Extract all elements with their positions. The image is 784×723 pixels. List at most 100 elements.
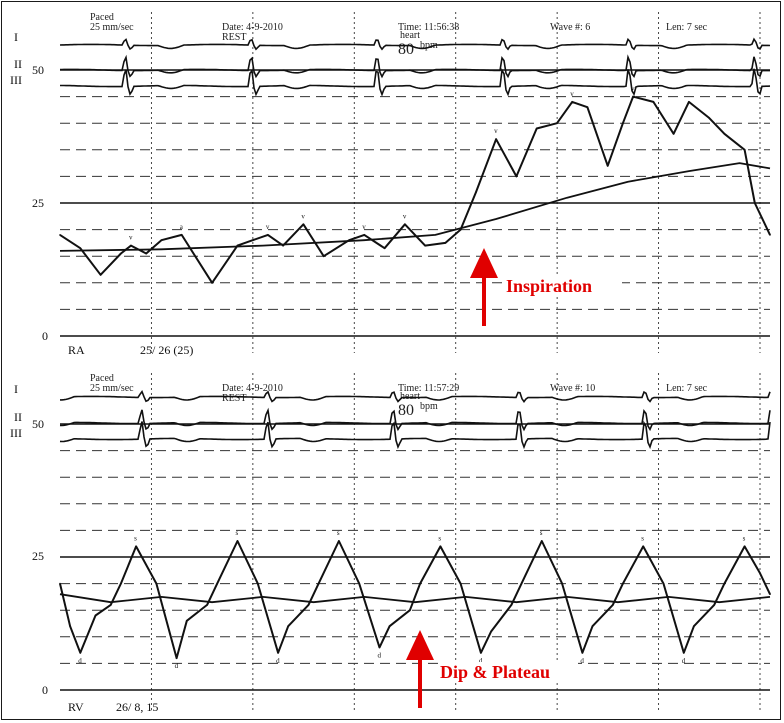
trace-point xyxy=(236,540,239,542)
trace-point xyxy=(652,101,655,103)
trace-point xyxy=(160,239,163,241)
peak-label: v xyxy=(301,212,305,220)
header-rest: REST xyxy=(222,32,246,43)
trace-point xyxy=(94,614,97,617)
lead-label-I: I xyxy=(14,382,18,396)
trace-point xyxy=(444,242,447,244)
trace-point xyxy=(475,191,477,194)
scale-label-25: 25 xyxy=(32,549,44,563)
annotation-arrow-shaft xyxy=(418,656,422,708)
trace-point xyxy=(211,282,213,284)
peak-label: a xyxy=(180,223,184,231)
trace-point xyxy=(424,244,426,247)
peak-label: v xyxy=(266,223,270,231)
header-time: Time: 11:56:38 xyxy=(398,22,459,33)
header-len: Len: 7 sec xyxy=(666,22,708,33)
trace-point xyxy=(307,604,310,606)
lead-label-II: II xyxy=(14,410,22,424)
trace-point xyxy=(662,582,665,585)
peak-label: d xyxy=(580,657,584,665)
peak-label: v xyxy=(631,85,635,93)
lead-label-III: III xyxy=(10,73,22,87)
peak-label: s xyxy=(337,529,340,537)
trace-point xyxy=(510,604,513,606)
header-time: Time: 11:57:29 xyxy=(398,383,459,394)
peak-label: d xyxy=(78,657,82,665)
trace-point xyxy=(216,582,218,585)
lead-label-III: III xyxy=(10,426,22,440)
scale-label-50: 50 xyxy=(32,63,44,77)
lead-label-II: II xyxy=(14,57,22,71)
peak-label: s xyxy=(134,534,137,542)
trace-point xyxy=(358,582,361,585)
trace-point xyxy=(743,149,746,151)
ecg-lead-III-trace xyxy=(60,68,771,97)
trace-point xyxy=(409,609,411,611)
ra-pressure-trace xyxy=(59,95,771,284)
trace-point xyxy=(419,582,421,585)
trace-point xyxy=(59,234,61,236)
ecg-lead-I-trace xyxy=(59,37,771,51)
header-hr-value: 80 xyxy=(398,41,414,58)
peak-label: v xyxy=(362,223,366,231)
trace-point xyxy=(79,652,82,654)
trace-point xyxy=(708,117,710,119)
ra-trend-line xyxy=(59,162,771,252)
peak-label: v xyxy=(129,234,133,242)
trace-point xyxy=(145,252,147,255)
ecg-lead-I-trace xyxy=(60,389,771,403)
header-hr-label: heart xyxy=(400,30,420,41)
trace-point xyxy=(632,95,634,98)
trace-point xyxy=(571,101,573,103)
trace-point xyxy=(642,545,644,548)
footer-pressures: 26/ 8, 15 xyxy=(116,700,158,714)
scale-label-25: 25 xyxy=(32,196,44,210)
trace-point xyxy=(586,106,589,108)
header-speed: 25 mm/sec xyxy=(90,383,134,394)
peak-label: d xyxy=(175,662,179,670)
trace-point xyxy=(754,202,756,204)
peak-label: d xyxy=(378,651,382,659)
trace-point xyxy=(688,101,690,103)
rv-trend-line xyxy=(59,593,771,604)
header-wave: Wave #: 6 xyxy=(550,22,590,33)
trace-point xyxy=(277,652,279,654)
header-len: Len: 7 sec xyxy=(666,383,708,394)
peak-label: s xyxy=(743,534,746,542)
trace-point xyxy=(155,582,158,585)
annotation-arrow-head xyxy=(406,630,434,660)
trace-point xyxy=(180,234,183,236)
trace-point xyxy=(267,234,269,236)
peak-label: v xyxy=(570,90,574,98)
trace-point xyxy=(672,133,675,135)
trace-point xyxy=(769,234,771,236)
trace-point xyxy=(378,646,381,649)
peak-label: s xyxy=(641,534,644,542)
peak-label: v xyxy=(403,212,407,220)
peak-label: d xyxy=(479,657,483,665)
peak-label: s xyxy=(540,529,543,537)
trace-point xyxy=(186,620,188,622)
trace-point xyxy=(693,625,695,627)
trace-point xyxy=(302,223,305,226)
trace-point xyxy=(490,630,492,633)
trace-point xyxy=(338,540,340,542)
annotation-label: Inspiration xyxy=(506,276,592,296)
trace-point xyxy=(713,604,715,606)
header-hr-value: 80 xyxy=(398,402,414,419)
trace-point xyxy=(561,582,563,585)
trace-point xyxy=(622,122,624,124)
trace-point xyxy=(515,175,518,178)
trace-point xyxy=(723,133,726,135)
trace-point xyxy=(69,625,71,627)
trace-point xyxy=(439,545,442,548)
trace-point xyxy=(287,625,290,627)
peak-label: d xyxy=(276,657,280,665)
trace-point xyxy=(120,582,122,585)
trace-point xyxy=(459,582,462,585)
ecg-lead-III-trace xyxy=(59,420,771,450)
trace-point xyxy=(769,593,771,595)
trace-point xyxy=(206,604,208,606)
